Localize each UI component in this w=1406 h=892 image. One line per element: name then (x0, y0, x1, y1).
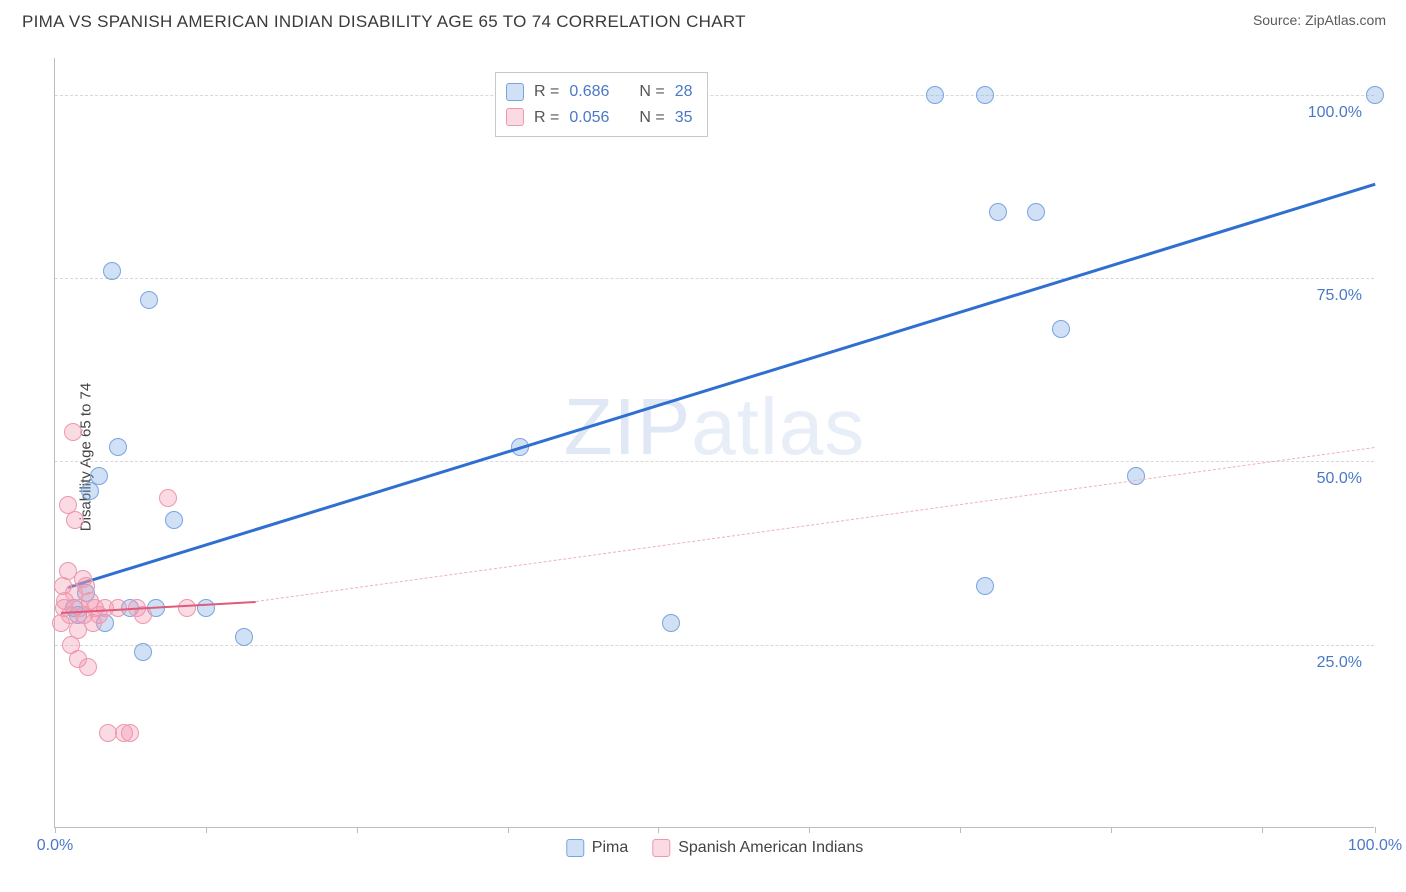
x-tick (1111, 827, 1112, 833)
watermark: ZIPatlas (564, 381, 865, 473)
stat-n-value: 35 (675, 105, 693, 131)
trend-line-extrapolated (256, 447, 1375, 602)
data-point (99, 724, 117, 742)
data-point (103, 262, 121, 280)
stat-r-label: R = (534, 79, 559, 105)
x-tick (960, 827, 961, 833)
data-point (90, 467, 108, 485)
legend-item: Pima (566, 839, 628, 857)
data-point (165, 511, 183, 529)
plot-area: ZIPatlas 25.0%50.0%75.0%100.0%0.0%100.0%… (54, 58, 1374, 828)
data-point (197, 599, 215, 617)
data-point (159, 489, 177, 507)
legend-swatch (506, 83, 524, 101)
chart-container: Disability Age 65 to 74 ZIPatlas 25.0%50… (18, 46, 1390, 868)
data-point (235, 628, 253, 646)
x-tick (809, 827, 810, 833)
trend-line (67, 183, 1375, 589)
y-tick-label: 100.0% (1308, 104, 1362, 122)
x-tick (1375, 827, 1376, 833)
x-tick (658, 827, 659, 833)
legend-item: Spanish American Indians (652, 839, 863, 857)
legend-label: Spanish American Indians (678, 839, 863, 857)
x-tick (357, 827, 358, 833)
gridline-h (55, 645, 1374, 646)
series-legend: Pima Spanish American Indians (566, 839, 863, 857)
data-point (79, 658, 97, 676)
legend-swatch (506, 108, 524, 126)
data-point (976, 577, 994, 595)
data-point (66, 511, 84, 529)
data-point (662, 614, 680, 632)
data-point (64, 423, 82, 441)
legend-label: Pima (592, 839, 628, 857)
data-point (976, 86, 994, 104)
y-tick-label: 75.0% (1317, 287, 1362, 305)
data-point (178, 599, 196, 617)
data-point (926, 86, 944, 104)
legend-swatch (566, 839, 584, 857)
x-tick (1262, 827, 1263, 833)
data-point (121, 724, 139, 742)
stat-r-label: R = (534, 105, 559, 131)
chart-title: PIMA VS SPANISH AMERICAN INDIAN DISABILI… (22, 12, 746, 32)
data-point (989, 203, 1007, 221)
legend-swatch (652, 839, 670, 857)
stat-n-label: N = (639, 105, 664, 131)
y-tick-label: 25.0% (1317, 654, 1362, 672)
data-point (1127, 467, 1145, 485)
gridline-h (55, 278, 1374, 279)
data-point (140, 291, 158, 309)
stat-n-value: 28 (675, 79, 693, 105)
x-tick (508, 827, 509, 833)
data-point (134, 643, 152, 661)
y-tick-label: 50.0% (1317, 470, 1362, 488)
stat-r-value: 0.686 (569, 79, 609, 105)
stat-n-label: N = (639, 79, 664, 105)
x-tick (206, 827, 207, 833)
x-tick-label: 0.0% (37, 837, 73, 855)
data-point (109, 438, 127, 456)
source-label: Source: ZipAtlas.com (1253, 12, 1386, 28)
gridline-h (55, 461, 1374, 462)
header: PIMA VS SPANISH AMERICAN INDIAN DISABILI… (0, 0, 1406, 38)
stats-legend-row: R = 0.056 N = 35 (506, 105, 693, 131)
gridline-h (55, 95, 1374, 96)
x-tick (55, 827, 56, 833)
stats-legend: R = 0.686 N = 28 R = 0.056 N = 35 (495, 72, 708, 137)
x-tick-label: 100.0% (1348, 837, 1402, 855)
data-point (1366, 86, 1384, 104)
stats-legend-row: R = 0.686 N = 28 (506, 79, 693, 105)
data-point (1052, 320, 1070, 338)
stat-r-value: 0.056 (569, 105, 609, 131)
data-point (1027, 203, 1045, 221)
